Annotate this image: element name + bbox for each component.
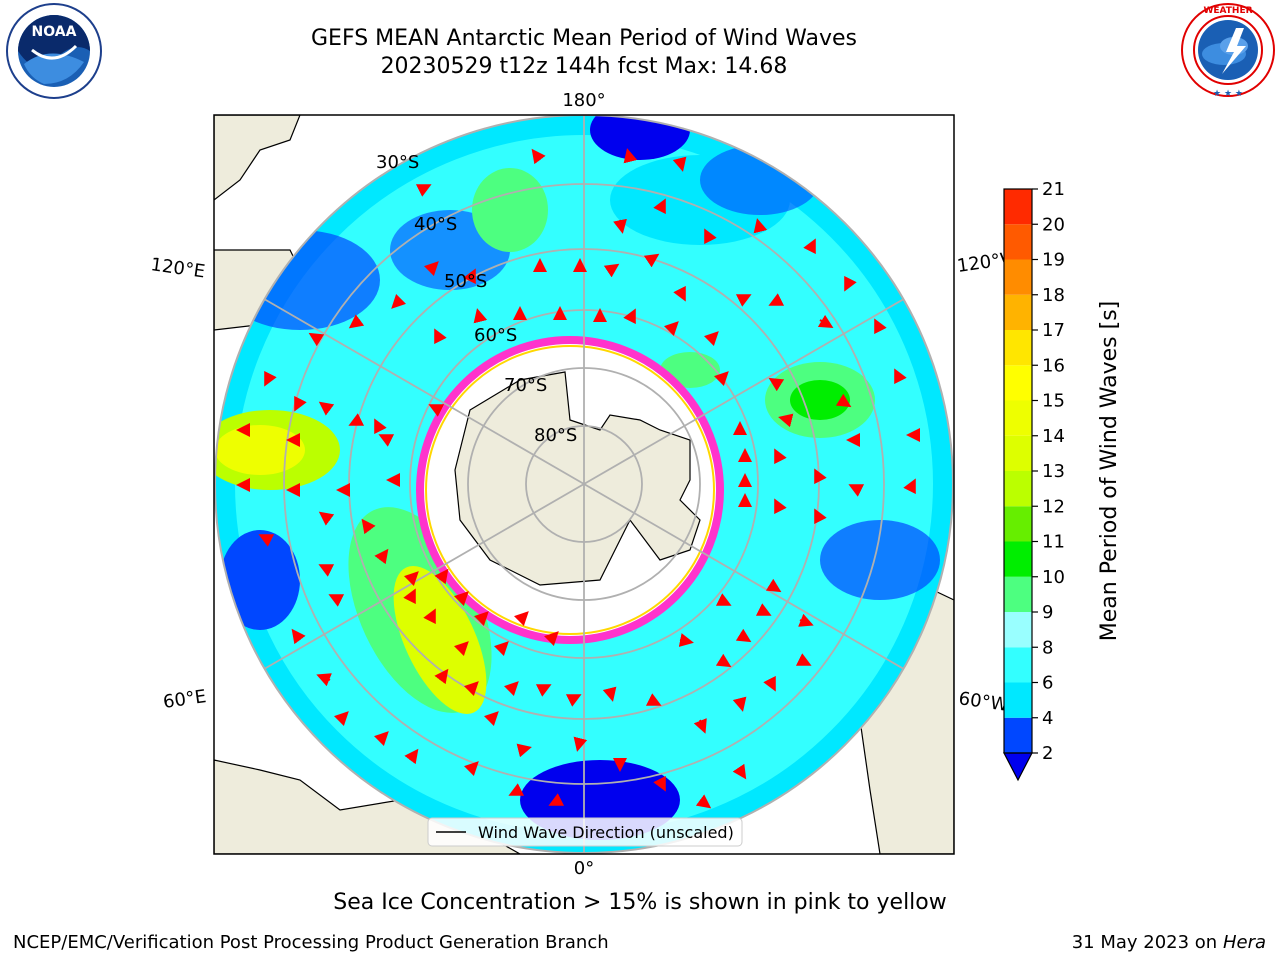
lat-label-70s: 70°S (504, 375, 547, 396)
noaa-logo: NOAA (6, 3, 102, 99)
colorbar-tick-label: 11 (1042, 532, 1065, 553)
land-antarctica (454, 371, 701, 586)
legend-label: Wind Wave Direction (unscaled) (478, 823, 734, 842)
colorbar-tick-label: 8 (1042, 637, 1053, 658)
map-legend: Wind Wave Direction (unscaled) (427, 817, 743, 847)
lat-label-30s: 30°S (376, 152, 419, 173)
svg-text:NOAA: NOAA (32, 24, 77, 40)
colorbar-tick-label: 2 (1042, 743, 1053, 764)
sea-ice-edge (416, 336, 724, 644)
lon-label-120e: 120°E (149, 254, 206, 282)
colorbar-block (1004, 294, 1032, 330)
colorbar-tick-label: 16 (1042, 355, 1065, 376)
colorbar-block (1004, 682, 1032, 718)
date-text: 31 May 2023 on (1071, 932, 1218, 953)
colorbar-tick-label: 15 (1042, 391, 1065, 412)
machine-name: Hera (1222, 932, 1266, 953)
colorbar-tick-label: 21 (1042, 180, 1065, 200)
colorbar-extension (1003, 752, 1033, 782)
lon-label-180: 180° (562, 90, 605, 111)
lon-label-0: 0° (574, 858, 594, 879)
nws-logo: WEATHER ★ ★ ★ (1181, 3, 1275, 99)
colorbar-tick-label: 17 (1042, 320, 1065, 341)
colorbar-block (1004, 259, 1032, 295)
colorbar-block (1004, 400, 1032, 436)
colorbar-tick-label: 18 (1042, 285, 1065, 306)
colorbar-block (1004, 365, 1032, 401)
colorbar-tick-label: 6 (1042, 673, 1053, 694)
sea-ice-note: Sea Ice Concentration > 15% is shown in … (333, 890, 947, 915)
colorbar-tick-label: 19 (1042, 250, 1065, 271)
lat-label-60s: 60°S (474, 325, 517, 346)
colorbar-tick-label: 20 (1042, 214, 1065, 235)
colorbar-block (1004, 612, 1032, 648)
colorbar-label: Mean Period of Wind Waves [s] (1097, 301, 1122, 641)
lon-label-60e: 60°E (162, 686, 208, 713)
credit-text: NCEP/EMC/Verification Post Processing Pr… (13, 932, 609, 953)
map-subtitle: 20230529 t12z 144h fcst Max: 14.68 (380, 54, 788, 79)
wind-wave-arrows (236, 148, 920, 809)
colorbar-block (1004, 506, 1032, 542)
colorbar-block (1004, 224, 1032, 260)
date-stamp: 31 May 2023 on Hera (1072, 932, 1266, 953)
lat-label-40s: 40°S (414, 214, 457, 235)
colorbar-block (1004, 576, 1032, 612)
colorbar-tick-label: 12 (1042, 496, 1065, 517)
colorbar-block (1004, 471, 1032, 507)
colorbar-block (1004, 330, 1032, 366)
svg-text:★ ★ ★: ★ ★ ★ (1213, 89, 1243, 99)
colorbar-block (1004, 435, 1032, 471)
colorbar-tick-label: 10 (1042, 567, 1065, 588)
colorbar-tick-label: 9 (1042, 602, 1053, 623)
colorbar-tick-label: 13 (1042, 461, 1065, 482)
map-title: GEFS MEAN Antarctic Mean Period of Wind … (311, 26, 857, 51)
colorbar-tick-label: 4 (1042, 708, 1053, 729)
colorbar-block (1004, 647, 1032, 683)
colorbar: 2 4 6 8 9 10 11 12 13 14 15 16 17 18 19 20 21 Mean Perio… (1003, 180, 1122, 782)
land-australia (214, 115, 301, 201)
lat-label-50s: 50°S (444, 271, 487, 292)
svg-text:WEATHER: WEATHER (1203, 6, 1252, 16)
lat-label-80s: 80°S (534, 425, 577, 446)
colorbar-block (1004, 189, 1032, 225)
colorbar-tick-label: 14 (1042, 426, 1065, 447)
colorbar-block (1004, 541, 1032, 577)
colorbar-block (1004, 717, 1032, 753)
